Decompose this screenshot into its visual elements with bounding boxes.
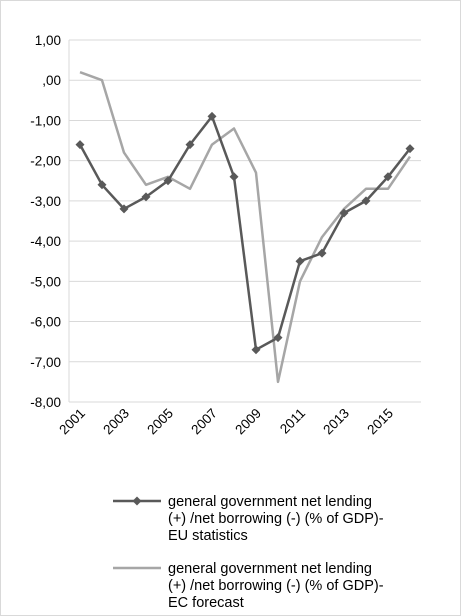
legend-label: (+) /net borrowing (-) (% of GDP)- <box>168 578 384 594</box>
y-axis-tick-labels: 1,00 ,00 -1,00 -2,00 -3,00 -4,00 -5,00 -6,00 -7,… <box>30 33 61 410</box>
data-point-marker <box>141 192 151 202</box>
data-point-marker <box>317 248 327 258</box>
y-tick-label: ,00 <box>42 73 61 88</box>
data-point-marker <box>339 208 349 218</box>
x-tick-label: 2005 <box>144 406 176 438</box>
y-tick-label: -6,00 <box>30 315 61 330</box>
data-point-marker <box>207 111 217 121</box>
y-tick-label: -5,00 <box>30 274 61 289</box>
data-point-marker <box>97 180 107 190</box>
y-tick-label: -8,00 <box>30 395 61 410</box>
series-line-ec-forecast <box>79 71 412 384</box>
y-tick-label: -3,00 <box>30 194 61 209</box>
data-point-marker <box>361 196 371 206</box>
legend-swatch-marker <box>132 496 142 506</box>
y-tick-label: 1,00 <box>35 33 61 48</box>
x-tick-label: 2007 <box>188 406 220 438</box>
data-point-marker <box>383 172 393 182</box>
legend-label: (+) /net borrowing (-) (% of GDP)- <box>168 511 384 527</box>
series-lines <box>75 71 415 384</box>
data-point-marker <box>229 172 239 182</box>
y-tick-label: -1,00 <box>30 113 61 128</box>
x-tick-label: 2015 <box>364 406 396 438</box>
legend-label: general government net lending <box>168 494 372 510</box>
legend-label: general government net lending <box>168 561 372 577</box>
data-point-marker <box>75 140 85 150</box>
gridlines <box>68 39 421 403</box>
y-tick-label: -2,00 <box>30 154 61 169</box>
y-tick-label: -7,00 <box>30 355 61 370</box>
legend-label: EU statistics <box>168 528 248 544</box>
x-tick-label: 2001 <box>56 406 88 438</box>
y-tick-label: -4,00 <box>30 234 61 249</box>
data-point-marker <box>251 345 261 355</box>
x-tick-label: 2009 <box>232 406 264 438</box>
data-point-marker <box>185 140 195 150</box>
legend: general government net lending(+) /net b… <box>113 494 384 611</box>
x-tick-label: 2003 <box>100 406 132 438</box>
series-line-eu-statistics <box>78 115 411 351</box>
legend-label: EC forecast <box>168 595 244 611</box>
data-point-marker <box>405 144 415 154</box>
x-tick-label: 2013 <box>320 406 352 438</box>
data-point-marker <box>295 256 305 266</box>
data-point-marker <box>119 204 129 214</box>
x-tick-label: 2011 <box>277 406 308 437</box>
x-axis-tick-labels: 2001 2003 2005 2007 2009 2011 2013 2015 <box>56 406 396 438</box>
data-point-marker <box>163 176 173 186</box>
data-point-marker <box>273 333 283 343</box>
